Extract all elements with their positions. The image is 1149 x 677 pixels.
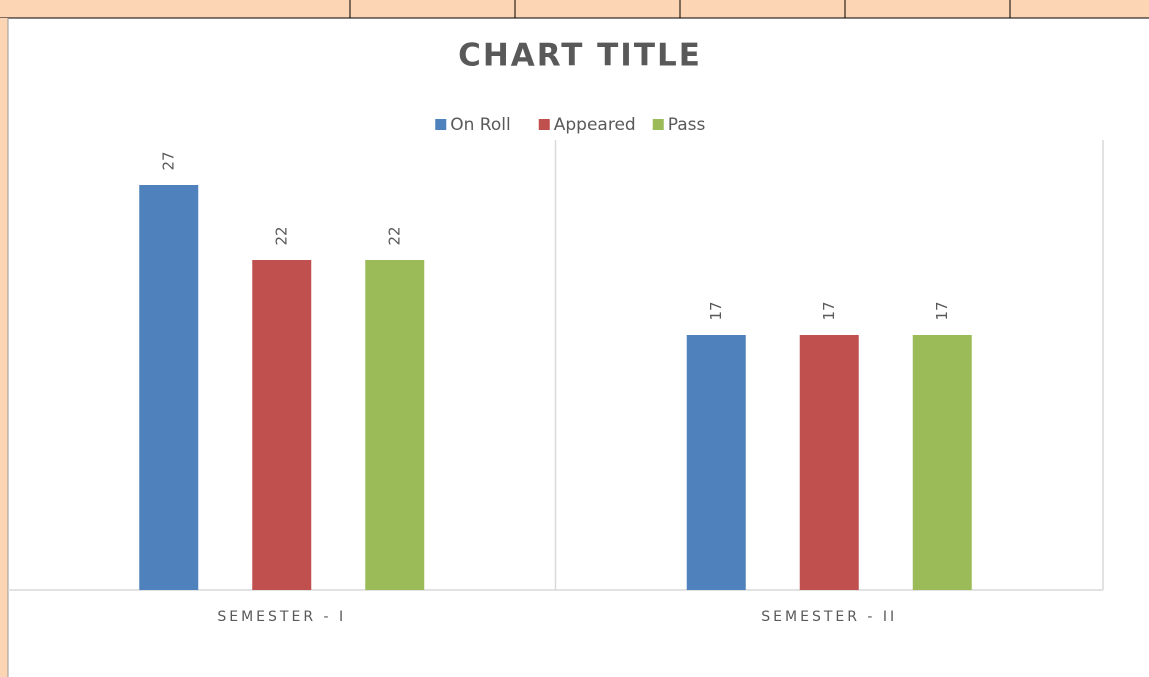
data-label: 22	[385, 226, 403, 245]
left-margin	[0, 18, 8, 677]
plot: SEMESTER - I 27 22 22 SEMESTER - II 17 17 17	[8, 140, 1104, 625]
legend-swatch	[652, 119, 664, 130]
chart-title: CHART TITLE	[458, 38, 702, 74]
bar	[139, 185, 199, 590]
bar	[799, 335, 859, 590]
legend: On Roll Appeared Pass	[435, 115, 706, 135]
data-label: 22	[272, 226, 290, 245]
bar	[252, 260, 312, 590]
legend-label: Pass	[668, 115, 706, 135]
data-label: 17	[933, 301, 951, 320]
bar	[365, 260, 425, 590]
legend-label: On Roll	[450, 115, 510, 135]
bar	[686, 335, 746, 590]
legend-label: Appeared	[554, 115, 636, 135]
legend-swatch	[435, 119, 447, 130]
table-cell-borders	[349, 0, 1011, 18]
bar	[912, 335, 972, 590]
table-row	[0, 0, 1149, 18]
data-label: 17	[707, 301, 725, 320]
data-label: 17	[820, 301, 838, 320]
x-tick-label: SEMESTER - II	[761, 609, 897, 625]
legend-swatch	[538, 119, 550, 130]
x-tick-label: SEMESTER - I	[217, 609, 346, 625]
data-label: 27	[159, 151, 177, 170]
